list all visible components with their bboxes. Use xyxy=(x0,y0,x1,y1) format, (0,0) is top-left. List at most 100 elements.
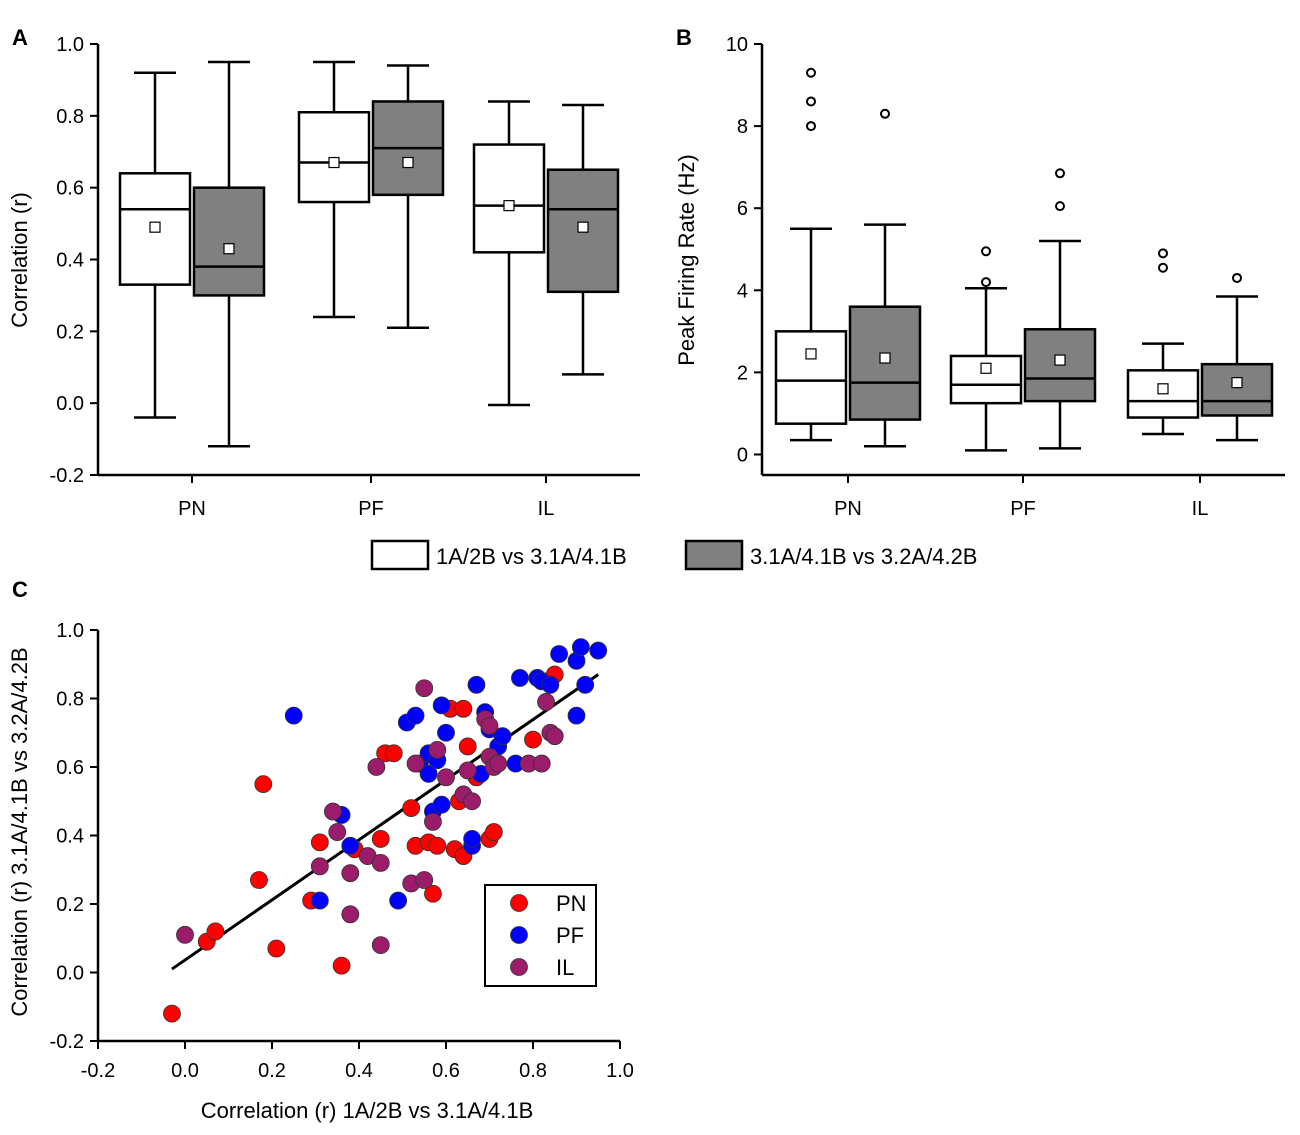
scatter-point-pn xyxy=(371,830,390,848)
scatter-point-pn xyxy=(428,836,447,855)
panel-c-y-tick-label: -0.2 xyxy=(50,1031,84,1053)
panel-a-box-pf-series-1 xyxy=(297,60,371,319)
scatter-point-il xyxy=(323,802,342,821)
box-iqr xyxy=(848,305,922,421)
panel-b-box-il-series-2 xyxy=(1200,272,1274,442)
panel-c-x-tick-label: 1.0 xyxy=(606,1060,634,1082)
panel-a-box-pn-series-2 xyxy=(192,60,266,448)
scatter-point-pf xyxy=(406,706,425,725)
panel-b-y-tick-label: 2 xyxy=(737,362,748,384)
scatter-point-il xyxy=(310,857,329,876)
box-outlier xyxy=(981,277,991,288)
scatter-point-pn xyxy=(163,1004,181,1023)
scatter-point-pf xyxy=(310,891,329,910)
scatter-point-pf xyxy=(463,830,482,848)
box-outlier xyxy=(981,246,991,257)
panel-c-y-axis-title: Correlation (r) 3.1A/4.1B vs 3.2A/4.2B xyxy=(7,647,32,1016)
box-outlier xyxy=(806,96,816,107)
scatter-point-pf xyxy=(511,669,529,687)
panel-c-series-il xyxy=(176,679,564,954)
panel-a-box-il-series-1 xyxy=(472,100,546,407)
scatter-point-il xyxy=(428,740,447,759)
scatter-point-il xyxy=(328,823,347,841)
box-mean-marker xyxy=(980,362,992,374)
panel-a-y-tick-label: 1.0 xyxy=(56,34,84,56)
box-outlier xyxy=(1158,262,1168,273)
panel-b-y-tick-label: 6 xyxy=(737,198,748,220)
panel-b-y-tick-label: 8 xyxy=(737,116,748,138)
legend-label-series-2: 3.1A/4.1B vs 3.2A/4.2B xyxy=(750,544,977,569)
scatter-point-il xyxy=(458,761,477,780)
scatter-point-il xyxy=(371,854,390,872)
box-mean-marker xyxy=(805,348,817,360)
box-outlier xyxy=(1055,168,1065,179)
box-mean-marker xyxy=(879,352,891,364)
panel-c-legend-label-pf: PF xyxy=(556,923,584,948)
panel-c-legend-label-il: IL xyxy=(556,955,574,980)
scatter-point-il xyxy=(532,754,551,773)
panel-c-y-tick-label: 0.6 xyxy=(56,757,84,779)
scatter-point-pf xyxy=(432,795,451,814)
panel-a-y-axis-title: Correlation (r) xyxy=(7,192,32,328)
panel-c-fit-line xyxy=(171,673,600,971)
scatter-point-il xyxy=(341,905,360,924)
box-mean-marker xyxy=(1157,383,1169,395)
scatter-point-il xyxy=(406,754,425,773)
panel-a-y-tick-label: 0.2 xyxy=(56,321,84,343)
panel-a-y-tick-label: -0.2 xyxy=(50,465,84,487)
panel-b-x-tick-label-il: IL xyxy=(1192,498,1209,520)
panel-b-y-axis-title: Peak Firing Rate (Hz) xyxy=(674,154,699,366)
panel-c-legend: PN PF IL xyxy=(484,884,597,987)
scatter-point-il xyxy=(489,754,508,773)
scatter-point-pf xyxy=(341,836,360,855)
scatter-point-il xyxy=(367,758,386,776)
scatter-point-il xyxy=(371,936,390,954)
box-mean-marker xyxy=(328,156,340,169)
panel-b-x-tick-label-pn: PN xyxy=(834,498,862,520)
scatter-point-il xyxy=(424,812,442,831)
scatter-point-pn xyxy=(254,775,273,794)
box-mean-marker xyxy=(1231,377,1243,389)
panel-c-legend-label-pn: PN xyxy=(556,891,587,916)
panel-c-x-tick-label: -0.2 xyxy=(81,1060,115,1082)
box-mean-marker xyxy=(577,221,589,233)
panel-c-legend-marker-pf xyxy=(510,926,528,944)
scatter-point-pn xyxy=(332,956,351,975)
panel-a-box-pf-series-2 xyxy=(371,64,445,329)
scatter-point-il xyxy=(415,679,434,698)
panel-a-x-tick-label-pn: PN xyxy=(178,498,206,520)
scatter-point-il xyxy=(341,864,360,883)
box-outlier xyxy=(806,67,816,78)
scatter-point-pf xyxy=(541,675,560,694)
panel-c-y-tick-label: 0.2 xyxy=(56,894,84,916)
legend-label-series-1: 1A/2B vs 3.1A/4.1B xyxy=(436,544,627,569)
scatter-point-pf xyxy=(589,641,608,660)
legend-swatch-gray xyxy=(684,539,744,571)
panel-b-x-tick-label-pf: PF xyxy=(1010,498,1036,520)
panel-b-y-tick-label: 10 xyxy=(726,34,748,56)
scatter-point-pn xyxy=(384,744,403,763)
panel-c-x-axis-title: Correlation (r) 1A/2B vs 3.1A/4.1B xyxy=(201,1098,534,1123)
box-mean-marker xyxy=(503,200,515,212)
scatter-point-pf xyxy=(493,727,512,746)
panel-letter-c: C xyxy=(12,577,28,602)
panel-c-x-tick-label: 0.4 xyxy=(345,1060,373,1082)
panel-a-y-tick-label: 0.4 xyxy=(56,250,84,272)
panel-c-x-tick-label: 0.2 xyxy=(258,1060,286,1082)
panel-a-x-tick-label-pf: PF xyxy=(358,498,384,520)
box-iqr xyxy=(472,143,546,254)
box-mean-marker xyxy=(1054,354,1066,366)
panel-a-y-tick-label: 0.0 xyxy=(56,393,84,415)
panel-b-box-pn-series-1 xyxy=(774,67,848,442)
scatter-point-pn xyxy=(424,884,442,903)
scatter-point-pf xyxy=(284,706,303,725)
scatter-point-il xyxy=(437,768,455,787)
box-outlier xyxy=(1232,272,1242,283)
panel-c-legend-marker-pn xyxy=(510,894,528,912)
panel-b-box-pn-series-2 xyxy=(848,108,922,448)
scatter-point-il xyxy=(415,871,434,889)
scatter-point-pn xyxy=(484,823,503,841)
panel-c-legend-frame xyxy=(484,884,597,987)
box-outlier xyxy=(806,121,816,132)
